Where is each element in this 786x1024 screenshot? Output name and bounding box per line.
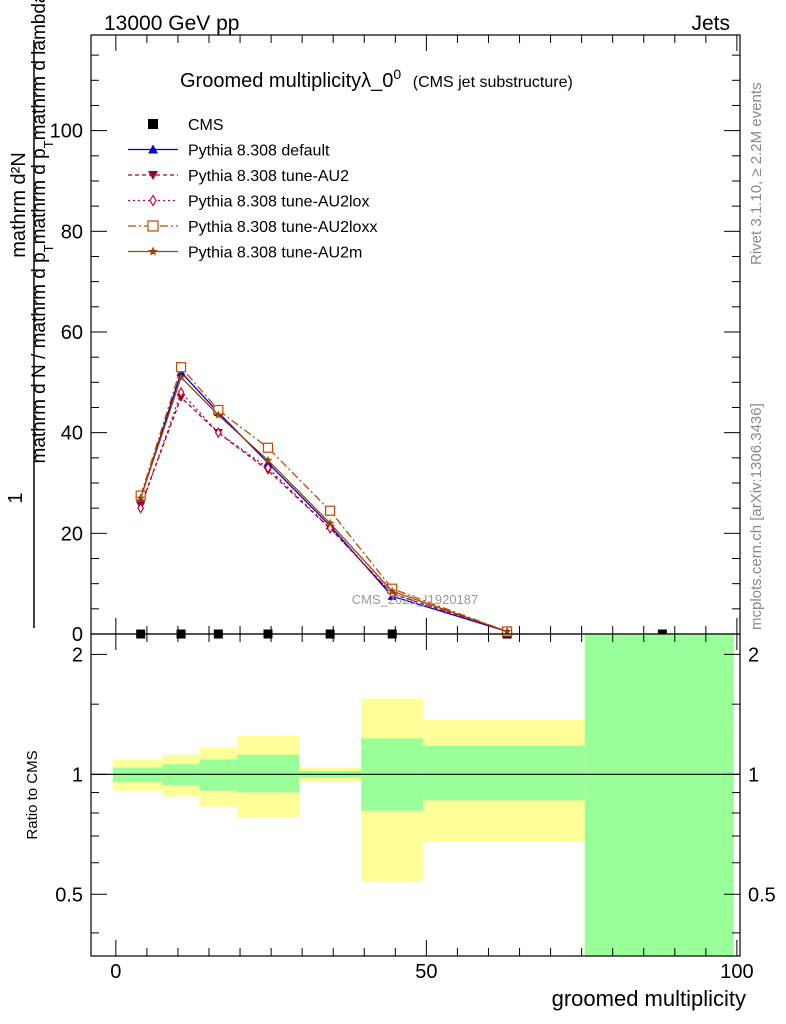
y-tick-label: 20	[61, 523, 83, 545]
x-tick-label: 50	[415, 961, 437, 983]
ratio-y-tick-label: 1	[72, 764, 83, 786]
x-axis-label: groomed multiplicity	[552, 986, 746, 1011]
y-tick-label: 100	[50, 121, 83, 143]
legend-label: Pythia 8.308 default	[188, 143, 330, 160]
data-point	[177, 363, 186, 372]
legend-label: CMS	[188, 117, 224, 134]
y-tick-label: 80	[61, 221, 83, 243]
band-inner	[200, 759, 237, 790]
legend-entry: Pythia 8.308 default	[128, 143, 330, 160]
legend-entry: Pythia 8.308 tune-AU2lox	[128, 194, 369, 211]
mcplots-label: mcplots.cern.ch [arXiv:1306.3436]	[748, 403, 765, 630]
ylabel-one: 1	[5, 492, 27, 503]
ratio-y-tick-label-right: 2	[748, 644, 759, 666]
chart-title-main: Groomed multiplicityλ_0	[180, 70, 393, 92]
chart-title: Groomed multiplicityλ_00 (CMS jet substr…	[180, 66, 573, 92]
legend-marker	[148, 119, 158, 129]
x-tick-label: 0	[110, 961, 121, 983]
ratio-panel: 0.5 0.5 1 1 2 2 0 50 100 Ratio to CMS groomed mu…	[24, 634, 776, 1011]
legend-label: Pythia 8.308 tune-AU2m	[188, 245, 362, 262]
data-point	[326, 506, 335, 515]
main-ylabel: 1 mathrm d²N mathrm d N / mathrm d pTmat…	[5, 0, 56, 628]
data-point	[264, 443, 273, 452]
y-tick-label: 0	[72, 624, 83, 646]
legend-entry: Pythia 8.308 tune-AU2	[128, 168, 349, 185]
ratio-y-tick-label: 0.5	[55, 884, 83, 906]
legend-entry: CMS	[148, 117, 224, 134]
ratio-y-tick-label-right: 0.5	[748, 884, 776, 906]
ratio-y-tick-label: 2	[72, 644, 83, 666]
legend-label: Pythia 8.308 tune-AU2loxx	[188, 219, 377, 236]
legend-marker	[148, 247, 158, 256]
y-tick-label: 40	[61, 423, 83, 445]
legend-label: Pythia 8.308 tune-AU2lox	[188, 194, 369, 211]
watermark: CMS_2021_I1920187	[352, 592, 479, 607]
legend-entry: Pythia 8.308 tune-AU2m	[128, 245, 362, 262]
band-inner	[585, 634, 734, 956]
ylabel-numerator: mathrm d²N	[8, 152, 30, 258]
chart-title-sub: (CMS jet substructure)	[413, 74, 573, 91]
ratio-y-tick-label-right: 1	[748, 764, 759, 786]
ylabel-denominator: mathrm d N / mathrm d pTmathrm d pTmathr…	[29, 0, 56, 464]
header-left: 13000 GeV pp	[104, 12, 239, 35]
legend-marker	[148, 221, 158, 231]
legend-marker	[150, 196, 156, 206]
band-inner	[237, 755, 299, 793]
header-right: Jets	[691, 12, 730, 35]
rivet-label: Rivet 3.1.10, ≥ 2.2M events	[748, 83, 765, 266]
x-tick-label: 100	[720, 961, 753, 983]
ratio-ylabel: Ratio to CMS	[24, 750, 41, 839]
y-tick-label: 60	[61, 322, 83, 344]
band-inner	[423, 746, 584, 801]
svg-text:Groomed multiplicityλ_00: Groomed multiplicityλ_00 (CMS jet substr…	[180, 66, 573, 92]
legend-entry: Pythia 8.308 tune-AU2loxx	[128, 219, 377, 236]
legend: CMS Pythia 8.308 default Pythia 8.308 tune…	[128, 117, 377, 262]
legend-label: Pythia 8.308 tune-AU2	[188, 168, 349, 185]
chart-title-sup: 0	[393, 66, 401, 82]
